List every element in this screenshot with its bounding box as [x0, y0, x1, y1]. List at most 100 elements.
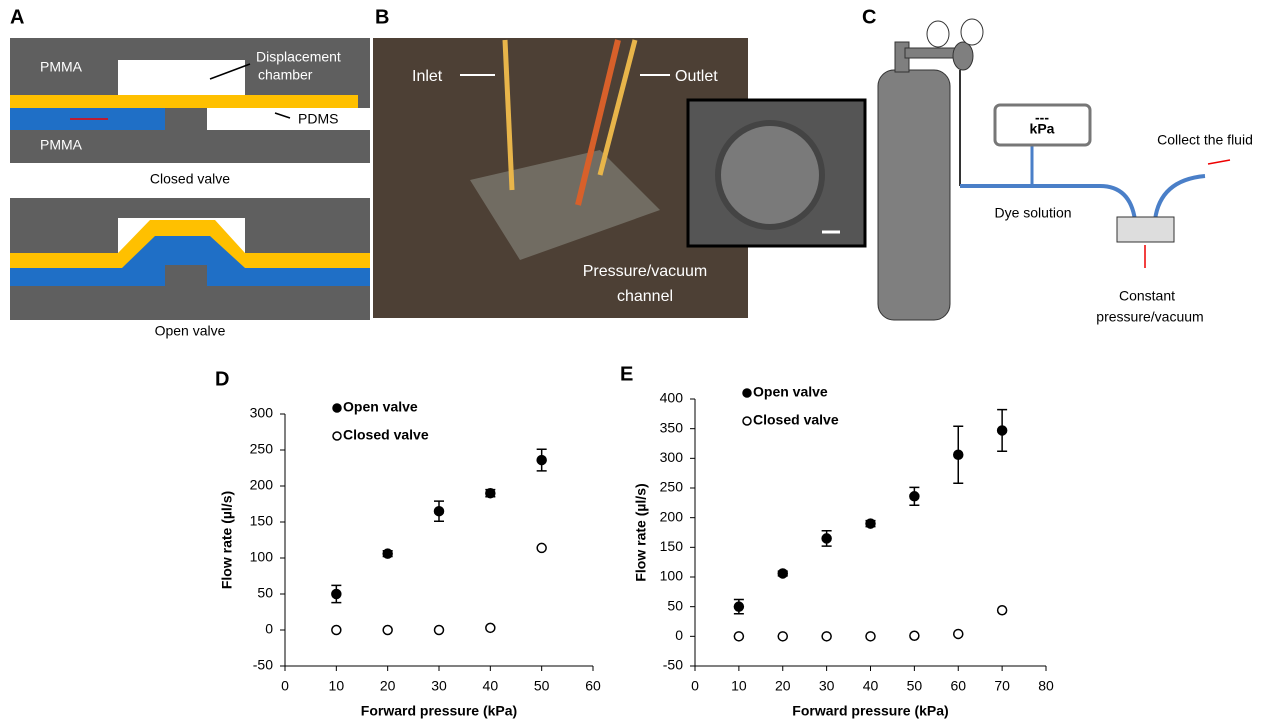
x-tick-label: 20 — [380, 678, 396, 694]
diagram-label: Dye solution — [994, 205, 1071, 221]
y-tick-label: 200 — [250, 477, 274, 493]
tube — [1155, 176, 1205, 220]
data-point — [866, 519, 875, 528]
y-tick-label: 50 — [667, 597, 683, 613]
y-tick-label: 300 — [250, 405, 274, 421]
y-tick-label: -50 — [663, 657, 683, 673]
panel-c: C --- kPa Dye solution Collect the fluid… — [862, 6, 1253, 324]
panel-label: C — [862, 6, 876, 28]
data-point — [822, 632, 831, 641]
chamber-label: Displacement — [256, 49, 341, 65]
y-tick-label: 200 — [660, 508, 684, 524]
valve-image — [718, 123, 822, 227]
x-axis-label: Forward pressure (kPa) — [792, 703, 948, 719]
material-label: PMMA — [40, 59, 83, 75]
data-point — [537, 543, 546, 552]
data-point — [734, 602, 743, 611]
caption: Open valve — [155, 323, 226, 339]
y-tick-label: 0 — [675, 627, 683, 643]
x-tick-label: 40 — [863, 678, 879, 694]
x-tick-label: 30 — [819, 678, 835, 694]
gauge — [927, 21, 949, 47]
gas-cylinder — [878, 70, 950, 320]
x-tick-label: 60 — [950, 678, 966, 694]
data-point — [778, 632, 787, 641]
valve-seat — [165, 265, 207, 286]
photo-label: Pressure/vacuum — [583, 263, 708, 280]
figure: A PMMA Displacement chamber PDMS PMMA Cl… — [0, 0, 1266, 723]
y-axis-label: Flow rate (µl/s) — [633, 483, 649, 581]
photo-label: channel — [617, 288, 673, 305]
data-point — [998, 426, 1007, 435]
data-point — [910, 631, 919, 640]
legend-marker — [743, 389, 751, 397]
data-point — [435, 626, 444, 635]
panel-label: E — [620, 363, 633, 385]
gauge — [961, 19, 983, 45]
diagram-label: pressure/vacuum — [1096, 309, 1203, 325]
x-tick-label: 0 — [691, 678, 699, 694]
y-axis-label: Flow rate (µl/s) — [219, 491, 235, 589]
diagram-label: Collect the fluid — [1157, 132, 1253, 148]
data-point — [734, 632, 743, 641]
x-tick-label: 10 — [731, 678, 747, 694]
panel-label: A — [10, 6, 24, 28]
y-tick-label: 100 — [250, 549, 274, 565]
legend-label: Closed valve — [343, 427, 429, 443]
photo-label: Inlet — [412, 68, 443, 85]
legend-marker — [333, 404, 341, 412]
flow-arrow — [1208, 160, 1230, 164]
x-tick-label: 10 — [329, 678, 345, 694]
data-point — [822, 534, 831, 543]
data-point — [383, 549, 392, 558]
data-point — [954, 450, 963, 459]
legend-label: Open valve — [343, 399, 418, 415]
panel-b: B Inlet Outlet Pressure/vacuum channel — [373, 6, 865, 318]
data-point — [954, 629, 963, 638]
data-point — [486, 489, 495, 498]
diagram-label: Constant — [1119, 288, 1175, 304]
y-tick-label: 0 — [265, 621, 273, 637]
y-tick-label: 400 — [660, 390, 684, 406]
legend-label: Closed valve — [753, 412, 839, 428]
regulator — [905, 48, 960, 58]
chamber — [118, 60, 245, 95]
panel-label: D — [215, 368, 229, 390]
data-point — [998, 606, 1007, 615]
data-point — [486, 623, 495, 632]
y-tick-label: -50 — [253, 657, 273, 673]
x-tick-label: 60 — [585, 678, 601, 694]
data-point — [435, 507, 444, 516]
data-point — [778, 569, 787, 578]
x-tick-label: 80 — [1038, 678, 1054, 694]
x-tick-label: 50 — [907, 678, 923, 694]
data-point — [383, 626, 392, 635]
y-tick-label: 300 — [660, 449, 684, 465]
data-point — [537, 456, 546, 465]
y-tick-label: 100 — [660, 568, 684, 584]
data-point — [866, 632, 875, 641]
legend-label: Open valve — [753, 384, 828, 400]
reservoir — [1117, 217, 1174, 242]
x-axis-label: Forward pressure (kPa) — [361, 703, 517, 719]
legend-marker — [743, 417, 751, 425]
channel-gap — [207, 108, 370, 130]
x-tick-label: 50 — [534, 678, 550, 694]
material-label: PMMA — [40, 137, 83, 153]
x-tick-label: 30 — [431, 678, 447, 694]
data-point — [332, 626, 341, 635]
x-tick-label: 70 — [994, 678, 1010, 694]
photo-label: Outlet — [675, 68, 718, 85]
legend-marker — [333, 432, 341, 440]
y-tick-label: 350 — [660, 419, 684, 435]
y-tick-label: 250 — [250, 441, 274, 457]
data-point — [332, 590, 341, 599]
x-tick-label: 20 — [775, 678, 791, 694]
data-point — [910, 492, 919, 501]
gauge-unit: kPa — [1030, 121, 1055, 137]
panel-label: B — [375, 6, 389, 28]
caption: Closed valve — [150, 171, 230, 187]
regulator — [953, 42, 973, 70]
y-tick-label: 150 — [660, 538, 684, 554]
panel-a: A PMMA Displacement chamber PDMS PMMA Cl… — [10, 6, 370, 338]
